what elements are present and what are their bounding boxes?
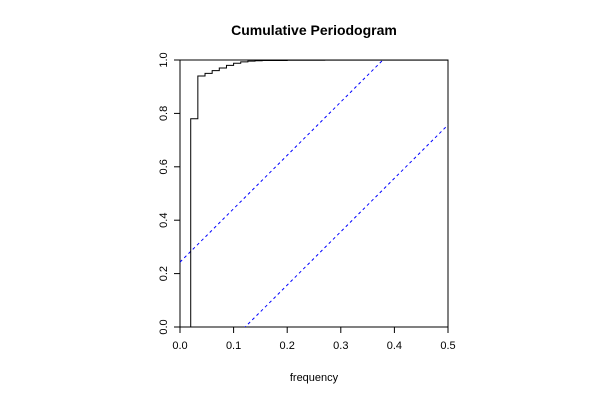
confidence-band-line (244, 124, 448, 327)
x-tick-label: 0.3 (333, 340, 348, 352)
y-tick-label: 0.2 (158, 266, 170, 281)
cumulative-periodogram-step-line (190, 60, 448, 327)
x-tick-label: 0.4 (387, 340, 402, 352)
confidence-band-line (180, 60, 384, 263)
y-tick-label: 1.0 (158, 52, 170, 67)
chart-title: Cumulative Periodogram (231, 22, 397, 38)
plot-area (180, 60, 448, 327)
y-tick-label: 0.8 (158, 106, 170, 121)
x-axis: 0.0 0.1 0.2 0.3 0.4 0.5 (172, 327, 456, 352)
plot-frame (179, 59, 449, 328)
x-axis-title: frequency (290, 372, 339, 384)
y-tick-label: 0.6 (158, 159, 170, 174)
x-tick-label: 0.0 (172, 340, 187, 352)
x-tick-label: 0.1 (226, 340, 241, 352)
y-axis: 0.0 0.2 0.4 0.6 0.8 1.0 (158, 52, 180, 335)
x-tick-label: 0.2 (280, 340, 295, 352)
y-tick-label: 0.4 (158, 213, 170, 228)
x-tick-label: 0.5 (440, 340, 455, 352)
y-tick-label: 0.0 (158, 319, 170, 334)
